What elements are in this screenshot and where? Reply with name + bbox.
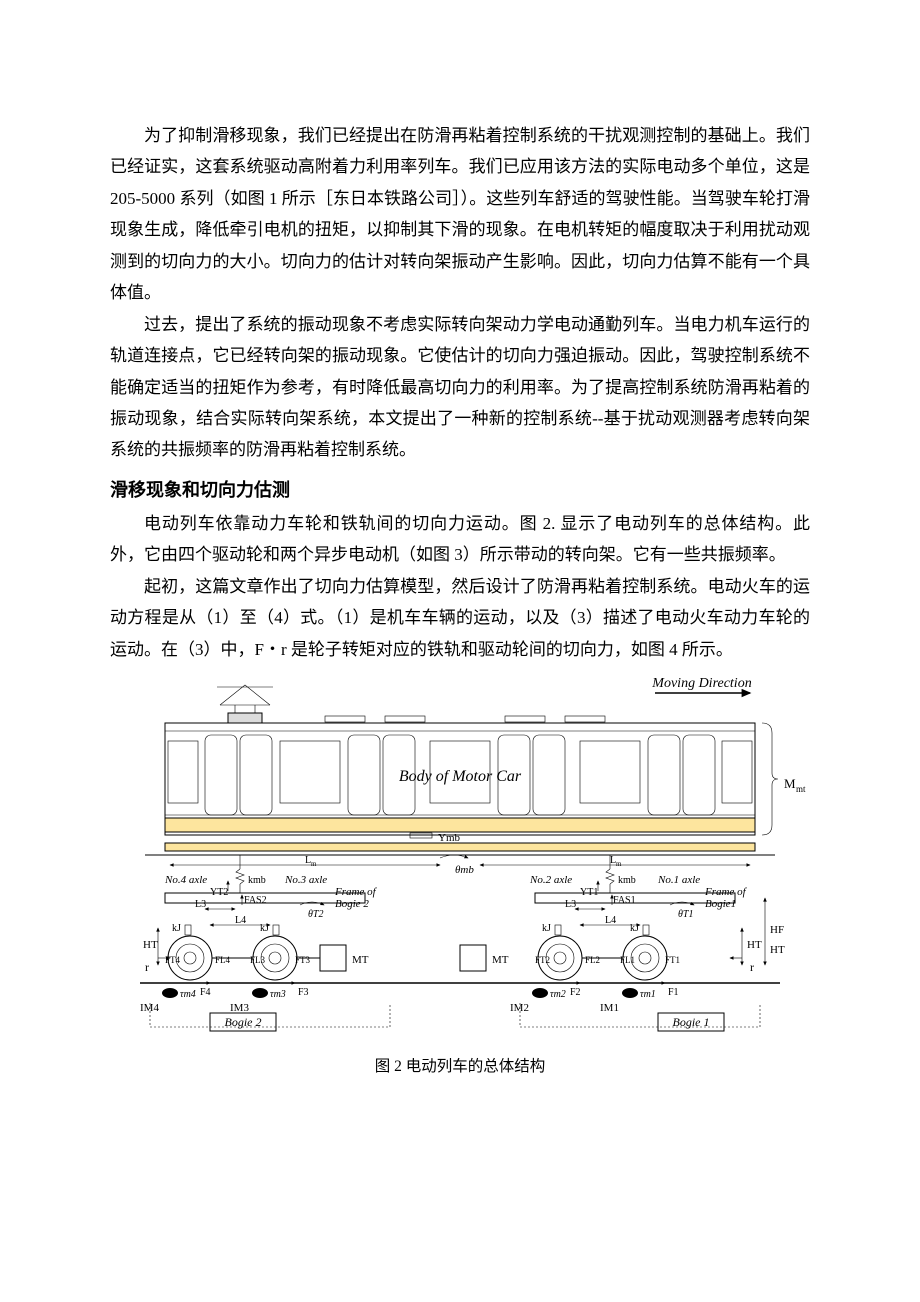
label-mt-l: MT xyxy=(352,954,369,966)
label-ht-l: HT xyxy=(143,939,158,951)
label-fas1: FAS1 xyxy=(613,895,636,906)
train-diagram: Moving Direction xyxy=(110,673,810,1043)
label-r-l: r xyxy=(145,960,149,974)
figure-2-caption: 图 2 电动列车的总体结构 xyxy=(110,1054,810,1076)
label-thetat1: θT1 xyxy=(678,909,693,920)
label-taum4: τm4 xyxy=(180,989,196,1000)
figure-2: Moving Direction xyxy=(110,673,810,1076)
label-im1: IM1 xyxy=(600,1002,619,1014)
label-mmt: M xyxy=(784,776,796,791)
label-no1: No.1 axle xyxy=(657,874,700,886)
svg-text:mt: mt xyxy=(796,784,806,794)
label-no2: No.2 axle xyxy=(529,874,572,886)
label-bogie1: Bogie 1 xyxy=(673,1015,710,1029)
label-frame2: Frame of xyxy=(334,886,378,898)
label-frame1: Frame of xyxy=(704,886,748,898)
svg-text:FL1: FL1 xyxy=(620,955,635,965)
label-hf-r: HF xyxy=(770,924,784,936)
label-ht-rr: HT xyxy=(770,944,785,956)
paragraph-4: 起初，这篇文章作出了切向力估算模型，然后设计了防滑再粘着控制系统。电动火车的运动… xyxy=(110,571,810,665)
label-kmb-r: kmb xyxy=(618,875,636,886)
label-taum3: τm3 xyxy=(270,989,286,1000)
svg-text:FT1: FT1 xyxy=(665,955,680,965)
section-heading: 滑移现象和切向力估测 xyxy=(110,476,810,502)
paragraph-2: 过去，提出了系统的振动现象不考虑实际转向架动力学电动通勤列车。当电力机车运行的轨… xyxy=(110,309,810,466)
paragraph-3: 电动列车依靠动力车轮和铁轨间的切向力运动。图 2. 显示了电动列车的总体结构。此… xyxy=(110,508,810,571)
svg-text:FT4: FT4 xyxy=(165,955,181,965)
label-moving-direction: Moving Direction xyxy=(651,676,751,691)
svg-text:kJ: kJ xyxy=(630,923,639,934)
paragraph-1: 为了抑制滑移现象，我们已经提出在防滑再粘着控制系统的干扰观测控制的基础上。我们已… xyxy=(110,120,810,309)
svg-text:FT3: FT3 xyxy=(295,955,311,965)
svg-text:F2: F2 xyxy=(570,987,581,998)
label-r-r: r xyxy=(750,960,754,974)
label-im3: IM3 xyxy=(230,1002,249,1014)
label-im2: IM2 xyxy=(510,1002,529,1014)
svg-text:F4: F4 xyxy=(200,987,211,998)
label-l4r: L4 xyxy=(605,915,616,926)
svg-text:FL3: FL3 xyxy=(250,955,266,965)
label-frame2b: Bogie 2 xyxy=(335,898,369,910)
label-no4: No.4 axle xyxy=(164,874,207,886)
svg-text:m: m xyxy=(616,860,622,868)
label-yt1: YT1 xyxy=(580,887,598,898)
svg-text:FL4: FL4 xyxy=(215,955,231,965)
label-body: Body of Motor Car xyxy=(399,768,522,785)
label-ht-r: HT xyxy=(747,939,762,951)
label-frame1b: Bogie1 xyxy=(705,898,736,910)
svg-text:F1: F1 xyxy=(668,987,679,998)
label-ymb: Ymb xyxy=(438,832,461,844)
svg-text:kJ: kJ xyxy=(260,923,269,934)
svg-text:kJ: kJ xyxy=(542,923,551,934)
svg-text:FL2: FL2 xyxy=(585,955,600,965)
label-mt-r: MT xyxy=(492,954,509,966)
label-kmb-l: kmb xyxy=(248,875,266,886)
label-taum2: τm2 xyxy=(550,989,566,1000)
label-theta-mb: θmb xyxy=(455,864,474,876)
svg-text:m: m xyxy=(311,860,317,868)
svg-text:FT2: FT2 xyxy=(535,955,550,965)
label-yt2: YT2 xyxy=(210,887,228,898)
label-l3l: L3 xyxy=(195,899,206,910)
label-no3: No.3 axle xyxy=(284,874,327,886)
label-l3r: L3 xyxy=(565,899,576,910)
label-taum1: τm1 xyxy=(640,989,656,1000)
label-fas2: FAS2 xyxy=(244,895,267,906)
label-l4l: L4 xyxy=(235,915,246,926)
page-root: 为了抑制滑移现象，我们已经提出在防滑再粘着控制系统的干扰观测控制的基础上。我们已… xyxy=(0,0,920,1160)
svg-text:F3: F3 xyxy=(298,987,309,998)
svg-text:kJ: kJ xyxy=(172,923,181,934)
label-thetat2: θT2 xyxy=(308,909,323,920)
